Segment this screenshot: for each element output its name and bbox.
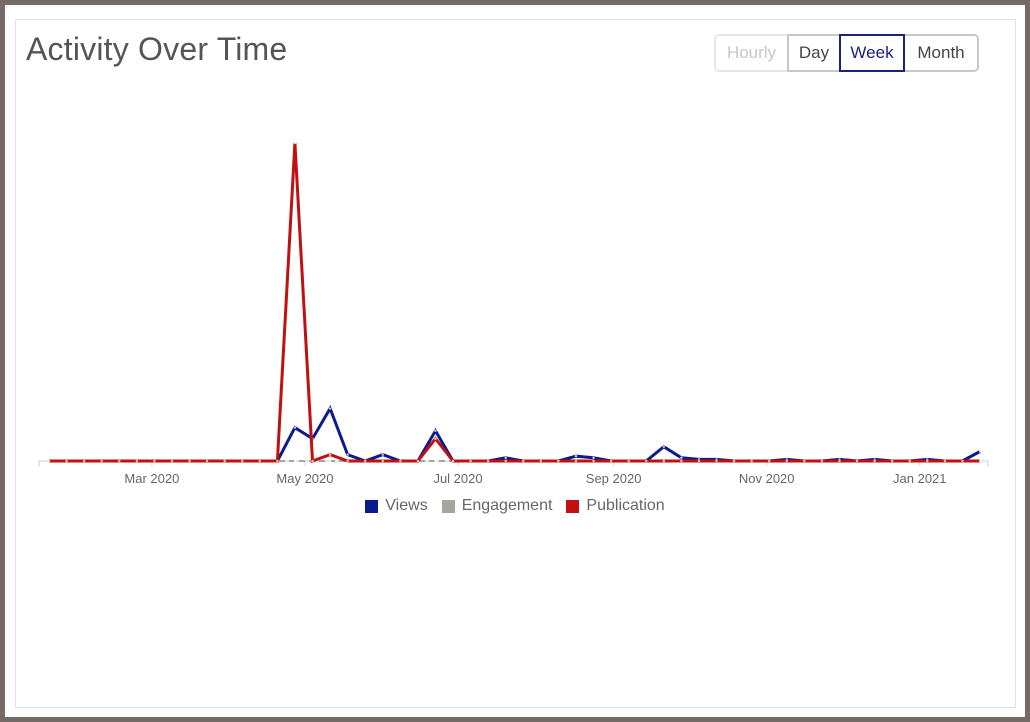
data-point-publication (293, 141, 297, 145)
data-point-publication (399, 459, 402, 463)
data-point-publication (978, 459, 982, 463)
chart-legend: Views Engagement Publication (5, 497, 1025, 515)
data-point-publication (276, 459, 279, 463)
data-point-publication (890, 459, 894, 463)
data-point-publication (434, 437, 437, 440)
data-point-views (346, 453, 349, 456)
data-point-publication (820, 459, 824, 463)
data-point-publication (328, 453, 332, 456)
data-point-publication (855, 459, 859, 463)
data-point-publication (153, 459, 156, 463)
data-point-views (504, 456, 507, 460)
data-point-publication (873, 459, 876, 463)
legend-item-views[interactable]: Views (365, 497, 428, 515)
data-point-publication (627, 459, 630, 463)
data-point-publication (609, 459, 613, 463)
week-button[interactable]: Week (839, 34, 905, 72)
data-point-publication (557, 459, 560, 463)
data-point-views (574, 455, 578, 458)
data-point-views (434, 429, 437, 432)
x-tick-label: Mar 2020 (124, 471, 179, 486)
data-point-publication (65, 459, 68, 463)
data-point-publication (732, 459, 736, 463)
x-tick-label: Jul 2020 (433, 471, 482, 486)
data-point-publication (469, 459, 472, 463)
data-point-publication (838, 459, 841, 463)
activity-panel (15, 19, 1016, 708)
page-title: Activity Over Time (26, 31, 288, 67)
data-point-publication (961, 459, 964, 463)
data-point-publication (170, 459, 174, 463)
hourly-button[interactable]: Hourly (714, 34, 789, 72)
series-line-publication (49, 142, 980, 464)
data-point-views (381, 453, 384, 456)
granularity-toggle: Hourly Day Week Month (714, 34, 979, 72)
window-frame: Activity Over Time Hourly Day Week Month… (5, 5, 1025, 717)
data-point-publication (522, 459, 525, 463)
x-tick-label: Sep 2020 (586, 471, 642, 486)
data-point-publication (188, 459, 191, 463)
day-button[interactable]: Day (787, 34, 841, 72)
data-point-publication (662, 459, 666, 463)
publication-swatch (566, 499, 580, 513)
data-point-publication (363, 459, 367, 463)
x-tick-label: Jan 2021 (893, 471, 947, 486)
data-point-publication (504, 459, 507, 463)
x-tick-label: Nov 2020 (739, 471, 795, 486)
data-point-publication (205, 459, 209, 463)
data-point-publication (908, 459, 911, 463)
data-point-views (978, 450, 982, 453)
data-point-publication (715, 459, 718, 463)
data-point-publication (241, 459, 244, 463)
data-point-engagement (328, 459, 332, 463)
data-point-publication (223, 459, 226, 463)
data-point-publication (574, 459, 578, 463)
series-line-views (49, 405, 981, 463)
data-point-engagement (434, 459, 437, 463)
data-point-publication (592, 459, 595, 463)
activity-line-chart: Mar 2020 May 2020 Jul 2020 Sep 2020 Nov 2020… (38, 141, 989, 486)
x-tick-label: May 2020 (276, 471, 333, 486)
data-point-views (680, 456, 683, 460)
data-point-views (328, 407, 332, 410)
data-point-engagement (293, 459, 297, 463)
legend-label-publication: Publication (586, 497, 665, 514)
data-point-publication (82, 459, 86, 463)
data-point-publication (135, 459, 139, 463)
views-swatch (365, 499, 379, 513)
data-point-publication (416, 459, 420, 463)
month-button[interactable]: Month (903, 34, 979, 72)
data-point-views (592, 456, 595, 460)
data-point-publication (750, 459, 753, 463)
legend-label-views: Views (385, 497, 428, 514)
legend-item-publication[interactable]: Publication (566, 497, 665, 515)
legend-item-engagement[interactable]: Engagement (441, 497, 553, 515)
data-point-views (662, 445, 666, 448)
data-point-publication (118, 459, 121, 463)
data-point-publication (768, 459, 771, 463)
data-point-publication (451, 459, 455, 463)
data-point-publication (697, 459, 701, 463)
data-point-publication (381, 459, 384, 463)
data-point-publication (645, 459, 648, 463)
data-point-publication (258, 459, 261, 463)
data-point-publication (539, 459, 543, 463)
data-point-publication (486, 459, 490, 463)
data-point-publication (346, 459, 349, 463)
data-point-publication (803, 459, 806, 463)
data-point-publication (311, 459, 314, 463)
data-point-publication (926, 459, 929, 463)
data-point-publication (100, 459, 103, 463)
data-point-publication (680, 459, 683, 463)
engagement-swatch (441, 499, 455, 513)
data-point-publication (785, 459, 788, 463)
data-point-publication (47, 459, 51, 463)
data-point-views (293, 426, 297, 429)
legend-label-engagement: Engagement (461, 497, 553, 514)
data-point-publication (943, 459, 947, 463)
